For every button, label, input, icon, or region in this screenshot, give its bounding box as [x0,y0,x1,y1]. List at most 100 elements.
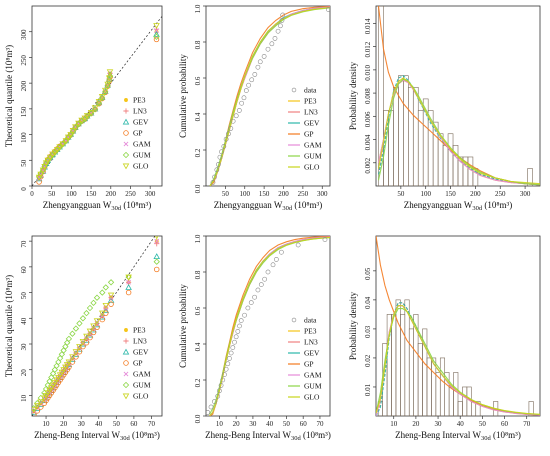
point-gp [125,289,132,296]
data-point [265,269,271,275]
density-curve-gam [377,79,540,186]
point-gum [153,33,160,41]
point-glo [44,390,52,397]
histogram-bar [448,386,454,416]
data-point [235,329,241,334]
legend-marker-ln3 [123,108,129,114]
density-curve-pe3 [377,79,540,186]
plot-area [209,6,330,186]
x-tick-label: 100 [240,190,251,198]
x-tick-label: 20 [60,420,68,428]
data-point [210,180,216,185]
histogram-bar [398,75,404,186]
histogram-bar [417,343,423,416]
y-tick-label: 250 [20,55,28,66]
legend-label: PE3 [304,97,317,106]
x-tick-label: 20 [412,420,420,428]
point-glo [55,374,62,381]
point-gev [107,296,115,303]
data-point [218,383,224,388]
point-glo [60,367,67,374]
x-tick-label: 20 [233,420,241,428]
legend-label: GUM [304,152,322,161]
x-tick-label: 60 [300,420,308,428]
data-point [226,131,231,137]
point-gum [76,320,83,327]
point-glo [105,75,113,82]
point-glo [69,127,77,134]
point-glo [63,362,71,368]
point-glo [78,117,85,124]
point-glo [153,23,160,29]
data-point [215,393,221,399]
legend-marker-gp [123,130,129,136]
point-gum [79,315,87,322]
point-glo [62,364,69,371]
y-tick-label: 40 [20,317,28,325]
data-point [322,237,328,242]
data-point [241,95,247,101]
legend-label: GUM [304,382,322,391]
data-point [326,7,330,12]
x-tick-label: 70 [316,420,324,428]
legend-label: LN3 [133,107,147,116]
plot-frame [205,235,331,417]
plot-frame [205,5,331,187]
y-tick-label: 0.02 [364,354,372,367]
x-tick-label: 40 [457,420,465,428]
chart-qq-top: 0 50 100 150 200 250 300 0 50 100 150 200 250 300 Zhen… [4,5,163,212]
legend-label: GP [133,359,143,368]
legend-marker-ln3 [123,338,129,344]
data-point [219,149,224,155]
x-tick-label: 150 [86,190,97,198]
y-tick-label: 0 [20,187,28,191]
histogram-bar [404,299,410,416]
data-point [237,323,242,329]
data-point [242,312,247,318]
y-tick-label: 0.03 [364,325,372,338]
point-glo [62,138,70,145]
x-tick-label: 10 [43,420,51,428]
data-point [270,262,276,268]
data-point [208,404,214,410]
point-gum [95,100,103,107]
y-tick-label: 0.010 [364,64,372,80]
x-axis-label: Zheng-Beng Interval W30d (10⁸m³) [34,430,160,442]
data-point [269,41,275,47]
histogram-bar [447,133,454,186]
legend-label: LN3 [133,337,147,346]
histogram-bar [408,86,414,186]
x-tick-label: 300 [317,190,328,198]
data-point [233,113,239,119]
y-tick-label: 30 [20,343,28,351]
x-tick-label: 150 [445,190,456,198]
legend-label: data [304,316,317,325]
point-gum [65,335,73,343]
point-glo [56,144,63,151]
point-glo [90,323,97,330]
x-tick-label: 30 [249,420,257,428]
density-curve-gev [377,75,540,186]
point-glo [37,399,45,406]
x-tick-label: 10 [390,420,398,428]
x-tick-label: 60 [501,420,509,428]
histogram-bar [378,6,384,186]
point-glo [107,292,115,299]
legend-label: PE3 [133,96,146,105]
legend-marker-gp [123,360,129,366]
point-glo [86,328,94,335]
data-point [228,350,234,356]
data-point [246,82,252,88]
histogram-bar [408,328,414,416]
y-tick-label: 0.4 [194,342,202,351]
point-gum [91,106,99,113]
point-gum [107,279,115,286]
density-curve-ln3 [377,77,540,186]
legend-marker-pe3 [124,98,128,102]
data-point [257,59,263,65]
point-gam [154,238,160,244]
point-glo [81,115,89,122]
x-tick-label: 40 [266,420,274,428]
point-gum [86,304,94,312]
